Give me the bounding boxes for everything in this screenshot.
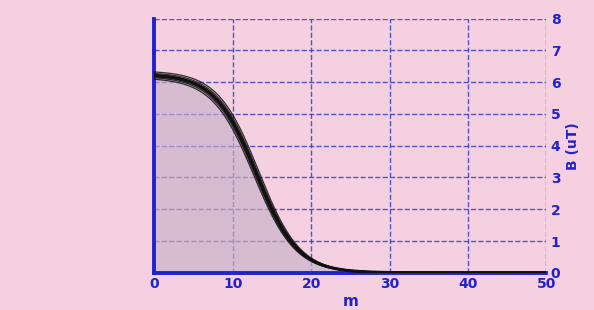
Y-axis label: B (uT): B (uT) xyxy=(566,122,580,170)
X-axis label: m: m xyxy=(343,294,358,309)
